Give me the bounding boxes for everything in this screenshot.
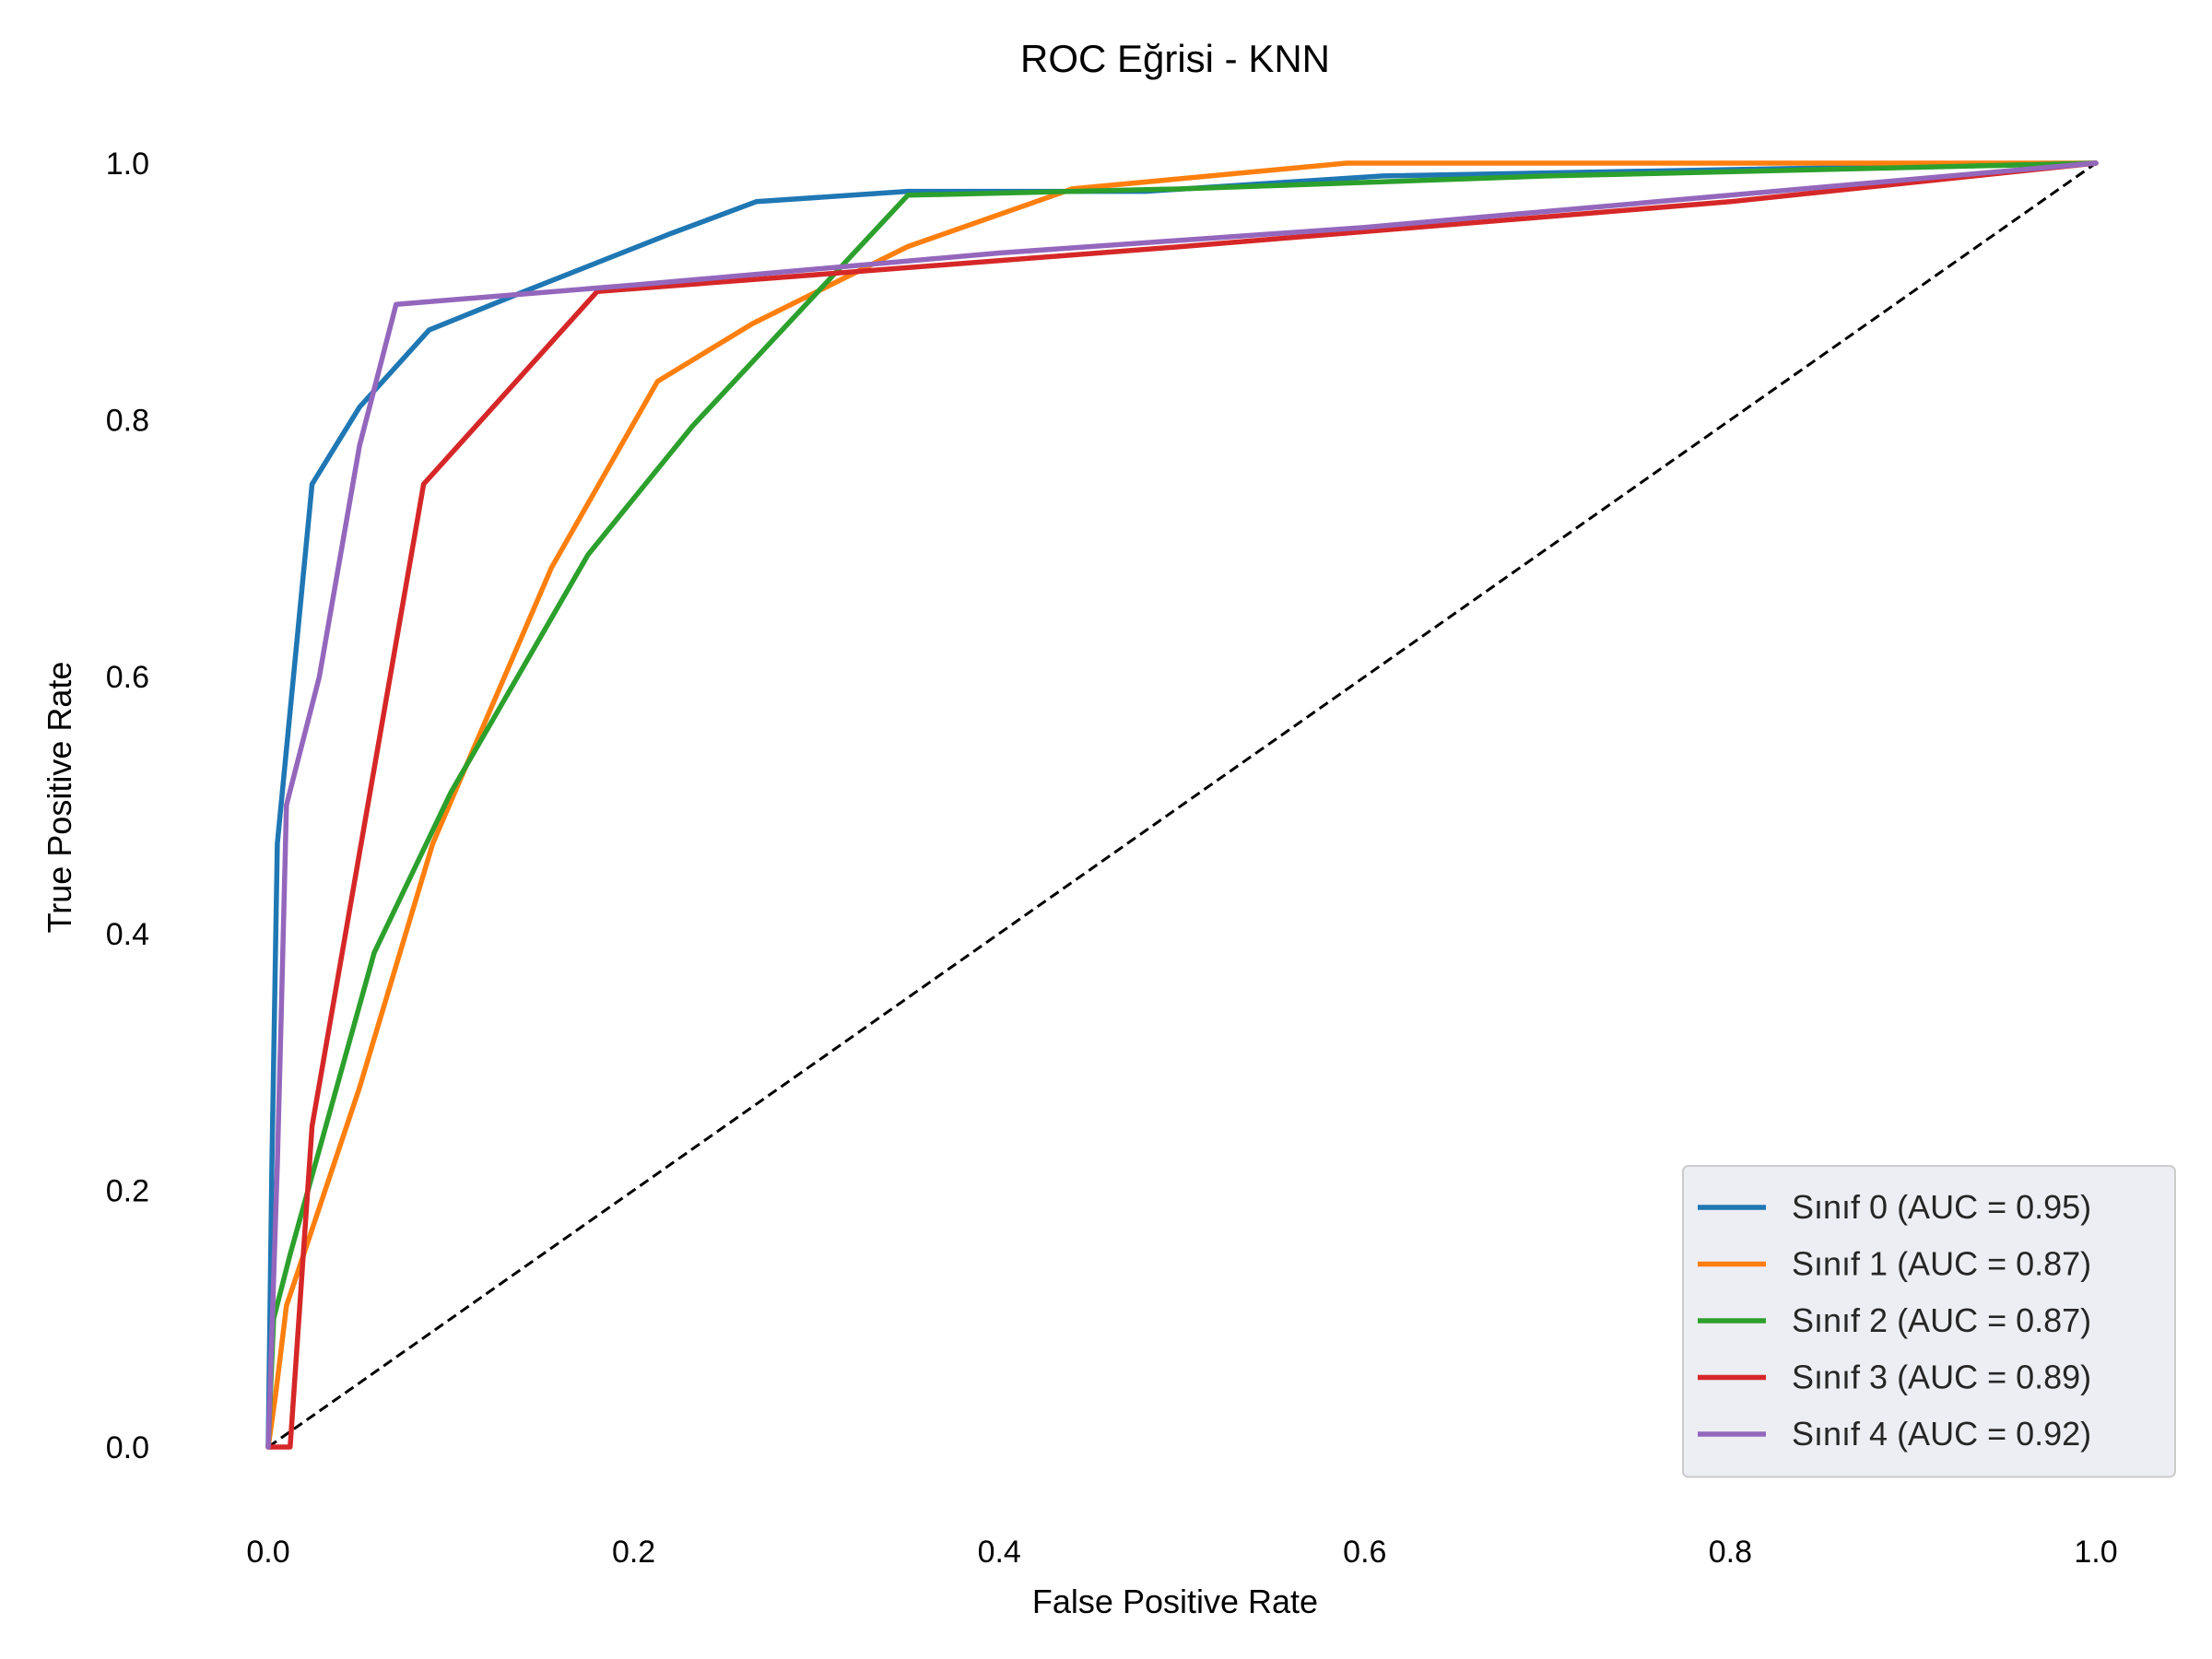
y-tick-label: 0.0 xyxy=(106,1430,149,1465)
legend-label-0: Sınıf 0 (AUC = 0.95) xyxy=(1792,1188,2091,1226)
x-axis-label: False Positive Rate xyxy=(1032,1583,1318,1620)
series-line-3 xyxy=(265,160,2099,1450)
series-line-4 xyxy=(265,160,2099,1450)
chart-title: ROC Eğrisi - KNN xyxy=(1020,37,1330,80)
plot-area xyxy=(265,160,2099,1450)
y-tick-label: 0.4 xyxy=(106,917,149,952)
y-axis-ticks: 0.0 0.2 0.4 0.6 0.8 1.0 xyxy=(106,147,149,1465)
y-tick-label: 0.8 xyxy=(106,404,149,439)
y-tick-label: 0.2 xyxy=(106,1173,149,1208)
x-tick-label: 0.2 xyxy=(612,1535,655,1570)
legend-label-4: Sınıf 4 (AUC = 0.92) xyxy=(1792,1415,2091,1453)
legend: Sınıf 0 (AUC = 0.95) Sınıf 1 (AUC = 0.87)… xyxy=(1682,1165,2176,1478)
x-tick-label: 0.8 xyxy=(1709,1535,1752,1570)
x-axis-ticks: 0.0 0.2 0.4 0.6 0.8 1.0 xyxy=(246,1535,2117,1570)
series-line-1 xyxy=(265,160,2099,1450)
chance-diagonal-line xyxy=(267,161,2097,1449)
legend-box xyxy=(1682,1165,2176,1478)
x-tick-label: 0.0 xyxy=(246,1535,289,1570)
series-line-0 xyxy=(265,160,2099,1450)
y-tick-label: 1.0 xyxy=(106,147,149,182)
legend-label-3: Sınıf 3 (AUC = 0.89) xyxy=(1792,1359,2091,1396)
series-line-2 xyxy=(265,160,2099,1450)
x-tick-label: 1.0 xyxy=(2074,1535,2117,1570)
x-tick-label: 0.6 xyxy=(1343,1535,1386,1570)
x-tick-label: 0.4 xyxy=(978,1535,1021,1570)
y-axis-label: True Positive Rate xyxy=(41,662,78,934)
y-tick-label: 0.6 xyxy=(106,660,149,695)
legend-label-2: Sınıf 2 (AUC = 0.87) xyxy=(1792,1301,2091,1339)
legend-label-1: Sınıf 1 (AUC = 0.87) xyxy=(1792,1245,2091,1283)
